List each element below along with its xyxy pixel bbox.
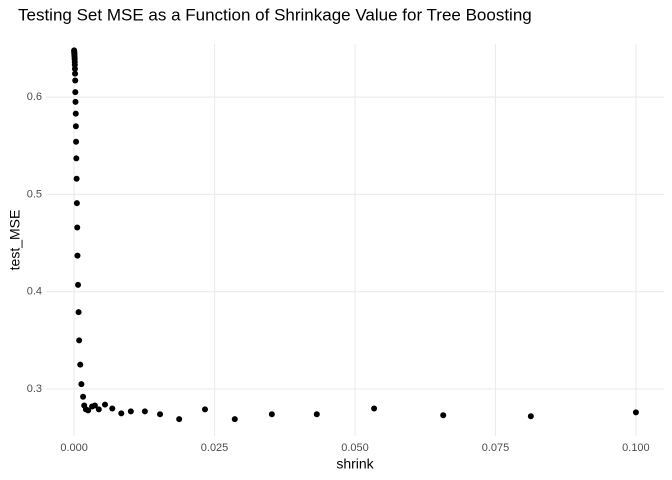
point — [268, 411, 275, 418]
point — [371, 405, 378, 412]
point — [95, 406, 102, 413]
y-axis-label: test_MSE — [7, 210, 23, 271]
point — [76, 337, 83, 344]
x-tick-label: 0.025 — [201, 442, 229, 454]
point — [72, 123, 79, 130]
point — [231, 416, 238, 423]
point — [101, 401, 108, 408]
point — [73, 138, 80, 145]
point — [118, 410, 125, 417]
point — [80, 393, 87, 400]
point — [72, 89, 79, 96]
point — [72, 77, 79, 84]
x-tick-label: 0.100 — [622, 442, 650, 454]
point — [176, 416, 183, 423]
y-tick-label: 0.6 — [27, 91, 42, 103]
y-tick-label: 0.3 — [27, 383, 42, 395]
point — [77, 361, 84, 368]
point — [201, 406, 208, 413]
point — [72, 110, 79, 117]
point — [73, 200, 80, 207]
point — [73, 175, 80, 182]
point — [71, 65, 78, 72]
point — [78, 381, 85, 388]
point — [72, 70, 79, 77]
point — [632, 409, 639, 416]
point — [109, 405, 116, 412]
point — [75, 281, 82, 288]
x-tick-label: 0.050 — [341, 442, 369, 454]
x-tick-label: 0.075 — [482, 442, 510, 454]
point — [73, 155, 80, 162]
point — [527, 413, 534, 420]
point — [440, 412, 447, 419]
x-axis-label: shrink — [336, 456, 374, 472]
point — [85, 407, 92, 414]
y-tick-label: 0.5 — [27, 188, 42, 200]
point — [141, 408, 148, 415]
point — [72, 98, 79, 105]
point — [75, 309, 82, 316]
point — [313, 411, 320, 418]
point — [91, 402, 98, 409]
point — [157, 411, 164, 418]
y-tick-label: 0.4 — [27, 286, 42, 298]
point — [74, 252, 81, 259]
chart-title: Testing Set MSE as a Function of Shrinka… — [18, 5, 532, 24]
point — [74, 224, 81, 231]
x-tick-label: 0.000 — [60, 442, 88, 454]
point — [127, 408, 134, 415]
